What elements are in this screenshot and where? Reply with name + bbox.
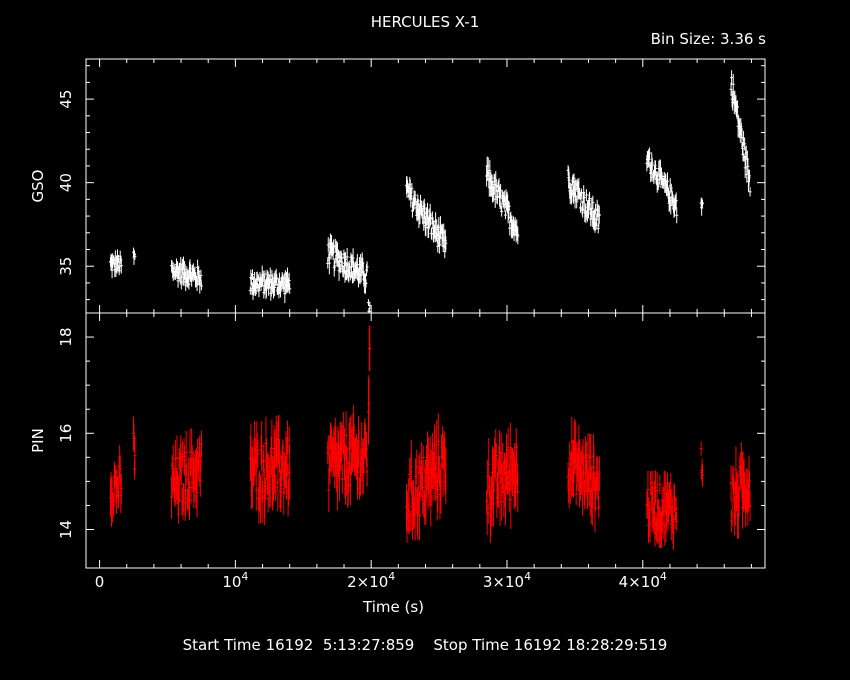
gso-y-tick-label: 40 bbox=[57, 173, 75, 192]
pin-y-tick-label: 14 bbox=[57, 520, 75, 539]
stop-time-label: Stop Time bbox=[433, 636, 509, 654]
pin-y-tick-label: 16 bbox=[57, 424, 75, 443]
x-tick-label-exponent: 4 bbox=[660, 570, 667, 583]
gso-y-tick-label: 35 bbox=[57, 257, 75, 276]
data-marks bbox=[108, 70, 752, 551]
start-time-value: 16192 5:13:27:859 bbox=[265, 636, 415, 654]
x-tick-label-base: 2×10 bbox=[347, 573, 388, 591]
x-tick-label-base: 4×10 bbox=[619, 573, 660, 591]
x-tick-label: 104 bbox=[222, 570, 248, 591]
x-tick-label-base: 3×10 bbox=[483, 573, 524, 591]
pin-axis-label: PIN bbox=[29, 428, 47, 453]
chart-title: HERCULES X-1 bbox=[370, 13, 480, 31]
x-axis-label: Time (s) bbox=[362, 598, 424, 616]
gso-y-tick-label: 45 bbox=[57, 90, 75, 109]
x-tick-label-base: 10 bbox=[222, 573, 241, 591]
x-tick-label: 2×104 bbox=[347, 570, 395, 591]
x-tick-label-exponent: 4 bbox=[388, 570, 395, 583]
stop-time-value: 16192 18:28:29:519 bbox=[513, 636, 668, 654]
panel-frames bbox=[85, 58, 766, 569]
x-tick-label: 0 bbox=[95, 573, 105, 591]
x-tick-label-exponent: 4 bbox=[241, 570, 248, 583]
pin-y-tick-label: 18 bbox=[57, 328, 75, 347]
bin-size-label: Bin Size: 3.36 s bbox=[650, 30, 766, 48]
x-tick-label-exponent: 4 bbox=[524, 570, 531, 583]
x-tick-label: 3×104 bbox=[483, 570, 531, 591]
time-range-footer: Start Time 16192 5:13:27:859 Stop Time 1… bbox=[0, 636, 850, 654]
x-tick-label: 4×104 bbox=[619, 570, 667, 591]
x-tick-label-base: 0 bbox=[95, 573, 105, 591]
start-time-label: Start Time bbox=[182, 636, 261, 654]
gso-axis-label: GSO bbox=[29, 170, 47, 203]
